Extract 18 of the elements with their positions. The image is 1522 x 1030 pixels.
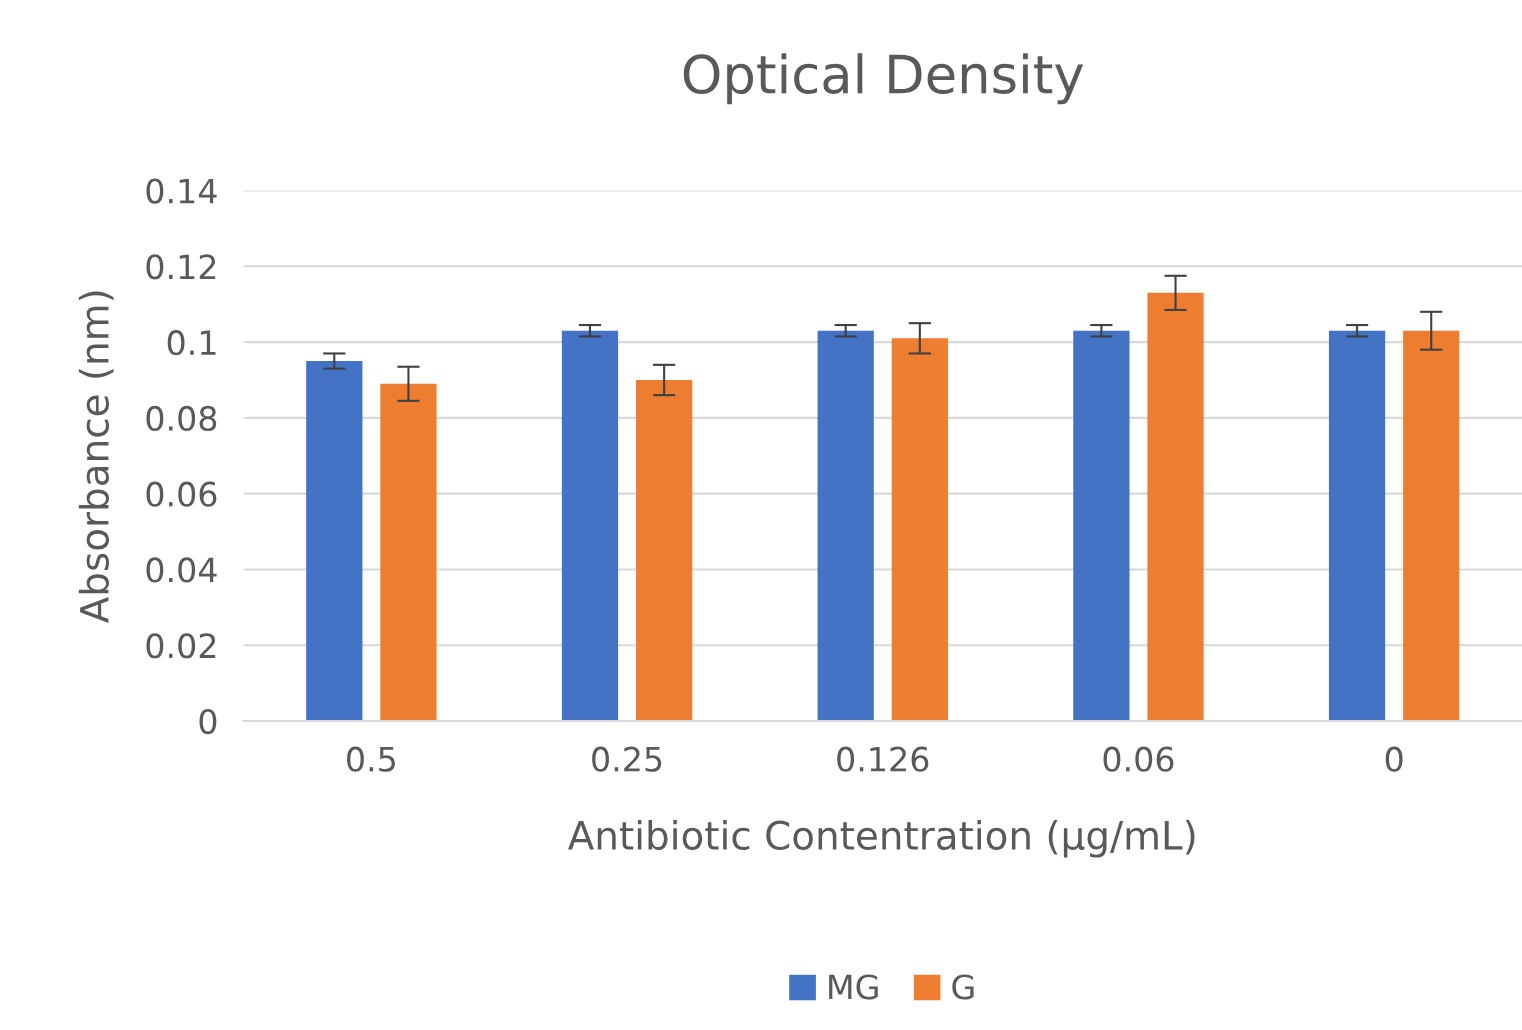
chart-title: Optical Density	[683, 53, 1084, 105]
y-tick-label: 0	[199, 708, 217, 735]
y-tick-label: 0.14	[146, 178, 217, 204]
x-axis-title: Antibiotic Contentration (µg/mL)	[568, 819, 1195, 858]
y-tick-label: 0.04	[146, 557, 217, 583]
y-tick-label: 0.06	[146, 481, 217, 507]
x-tick-label: 0.25	[592, 746, 662, 772]
y-tick-label: 0.12	[146, 254, 216, 280]
x-tick-label: 0	[1385, 746, 1403, 772]
x-tick-label: 0.126	[837, 746, 929, 772]
y-tick-label: 0.08	[146, 405, 217, 432]
y-tick-label: 0.1	[167, 330, 216, 356]
x-tick-label: 0.5	[347, 746, 395, 772]
legend-label: MG	[829, 974, 878, 1000]
y-tick-label: 0.02	[146, 633, 216, 659]
legend-label: G	[952, 974, 974, 1000]
x-tick-label: 0.06	[1103, 746, 1174, 772]
y-axis-title: Absorbance (nm)	[78, 291, 114, 623]
